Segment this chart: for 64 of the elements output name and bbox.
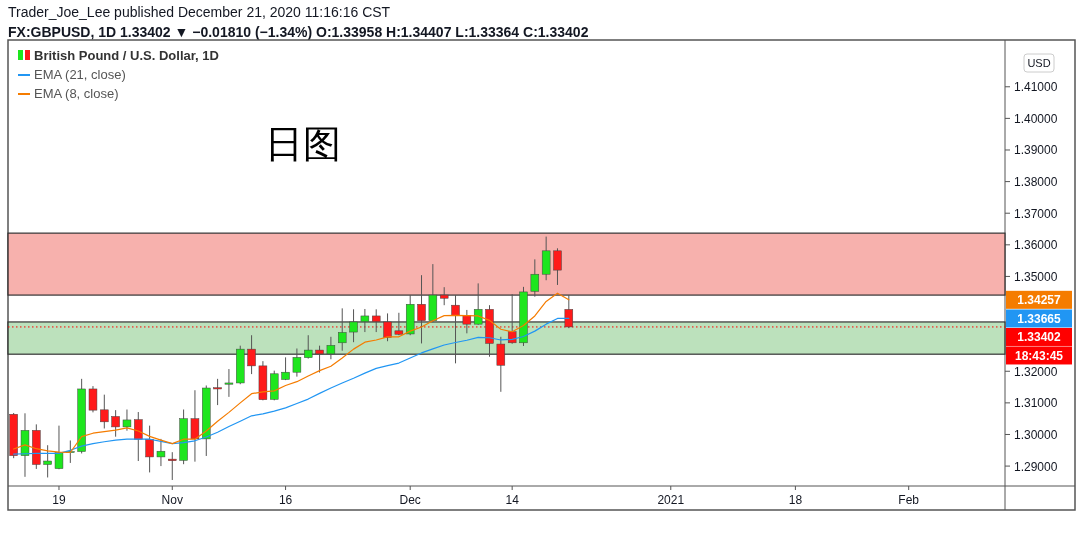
y-tick-label: 1.40000 — [1014, 111, 1058, 126]
candlestick — [111, 409, 120, 438]
candlestick — [541, 236, 551, 281]
candlestick — [473, 282, 483, 326]
candlestick — [349, 308, 358, 343]
x-tick-label: 18 — [788, 493, 803, 507]
y-tick-label: 1.32000 — [1014, 364, 1058, 379]
candlestick — [168, 451, 177, 481]
text: 18:43:45 — [1014, 348, 1064, 363]
candlestick — [156, 438, 166, 467]
legend-label: British Pound / U.S. Dollar, 1D — [34, 48, 219, 63]
annotation: 日图 — [265, 123, 341, 165]
y-tick-label: 1.30000 — [1014, 427, 1058, 442]
chart-title: Trader_Joe_Lee published December 21, 2020 11:16:16 CST — [8, 4, 391, 20]
candlestick — [462, 309, 472, 334]
x-tick-label: Feb — [898, 493, 920, 507]
y-tick-label: 1.36000 — [1014, 238, 1058, 253]
candlestick — [43, 444, 52, 478]
candlestick — [530, 258, 540, 298]
chart-subtitle: FX:GBPUSD, 1D 1.33402 ▼ −0.01810 (−1.34%) O:1.33958 H:1.34407 L:1.33364 C:1.33402 — [8, 24, 589, 40]
candlestick — [292, 348, 302, 378]
y-tick-label: 1.31000 — [1014, 396, 1058, 411]
candlestick — [360, 308, 370, 333]
candlestick — [326, 336, 336, 360]
candlestick — [553, 247, 562, 286]
x-tick-label: 2021 — [657, 493, 685, 507]
candlestick — [122, 409, 132, 432]
candlestick — [247, 334, 256, 375]
text: 1.33665 — [1017, 311, 1062, 326]
ref-line-label: 1.33402 — [1017, 330, 1062, 345]
y-tick-label: 1.35000 — [1014, 269, 1058, 284]
candlestick — [417, 274, 426, 344]
candlestick — [564, 294, 574, 329]
candlestick — [372, 308, 381, 333]
candlestick — [213, 378, 222, 406]
y-tick-label: 1.39000 — [1014, 143, 1058, 158]
candlestick — [224, 368, 234, 398]
candlestick — [100, 394, 109, 429]
candlestick — [383, 312, 392, 342]
candlestick — [439, 286, 449, 306]
candlestick — [496, 336, 506, 393]
text: USD — [1027, 57, 1051, 69]
y-tick-label: 1.38000 — [1014, 175, 1058, 190]
candlestick — [54, 425, 64, 470]
y-tick-label: 1.37000 — [1014, 206, 1058, 221]
candlestick — [88, 385, 98, 413]
y-tick-label: 1.41000 — [1014, 80, 1058, 95]
candlestick — [315, 345, 324, 374]
candlestick — [304, 334, 313, 360]
candlestick — [145, 425, 154, 473]
x-tick-label: 19 — [52, 493, 66, 507]
x-tick-label: 16 — [278, 493, 293, 507]
candlestick — [134, 411, 143, 462]
text: 1.34257 — [1017, 293, 1062, 308]
candlestick — [451, 294, 460, 364]
legend-label: EMA (8, close) — [34, 86, 119, 101]
y-tick-label: 1.29000 — [1014, 459, 1058, 474]
candlestick — [507, 293, 517, 345]
x-tick-label: Dec — [399, 493, 421, 507]
legend-label: EMA (21, close) — [34, 67, 126, 82]
candlestick — [190, 389, 200, 463]
candlestick — [338, 307, 347, 352]
x-tick-label: 14 — [505, 493, 520, 507]
x-tick-label: Nov — [161, 493, 183, 507]
